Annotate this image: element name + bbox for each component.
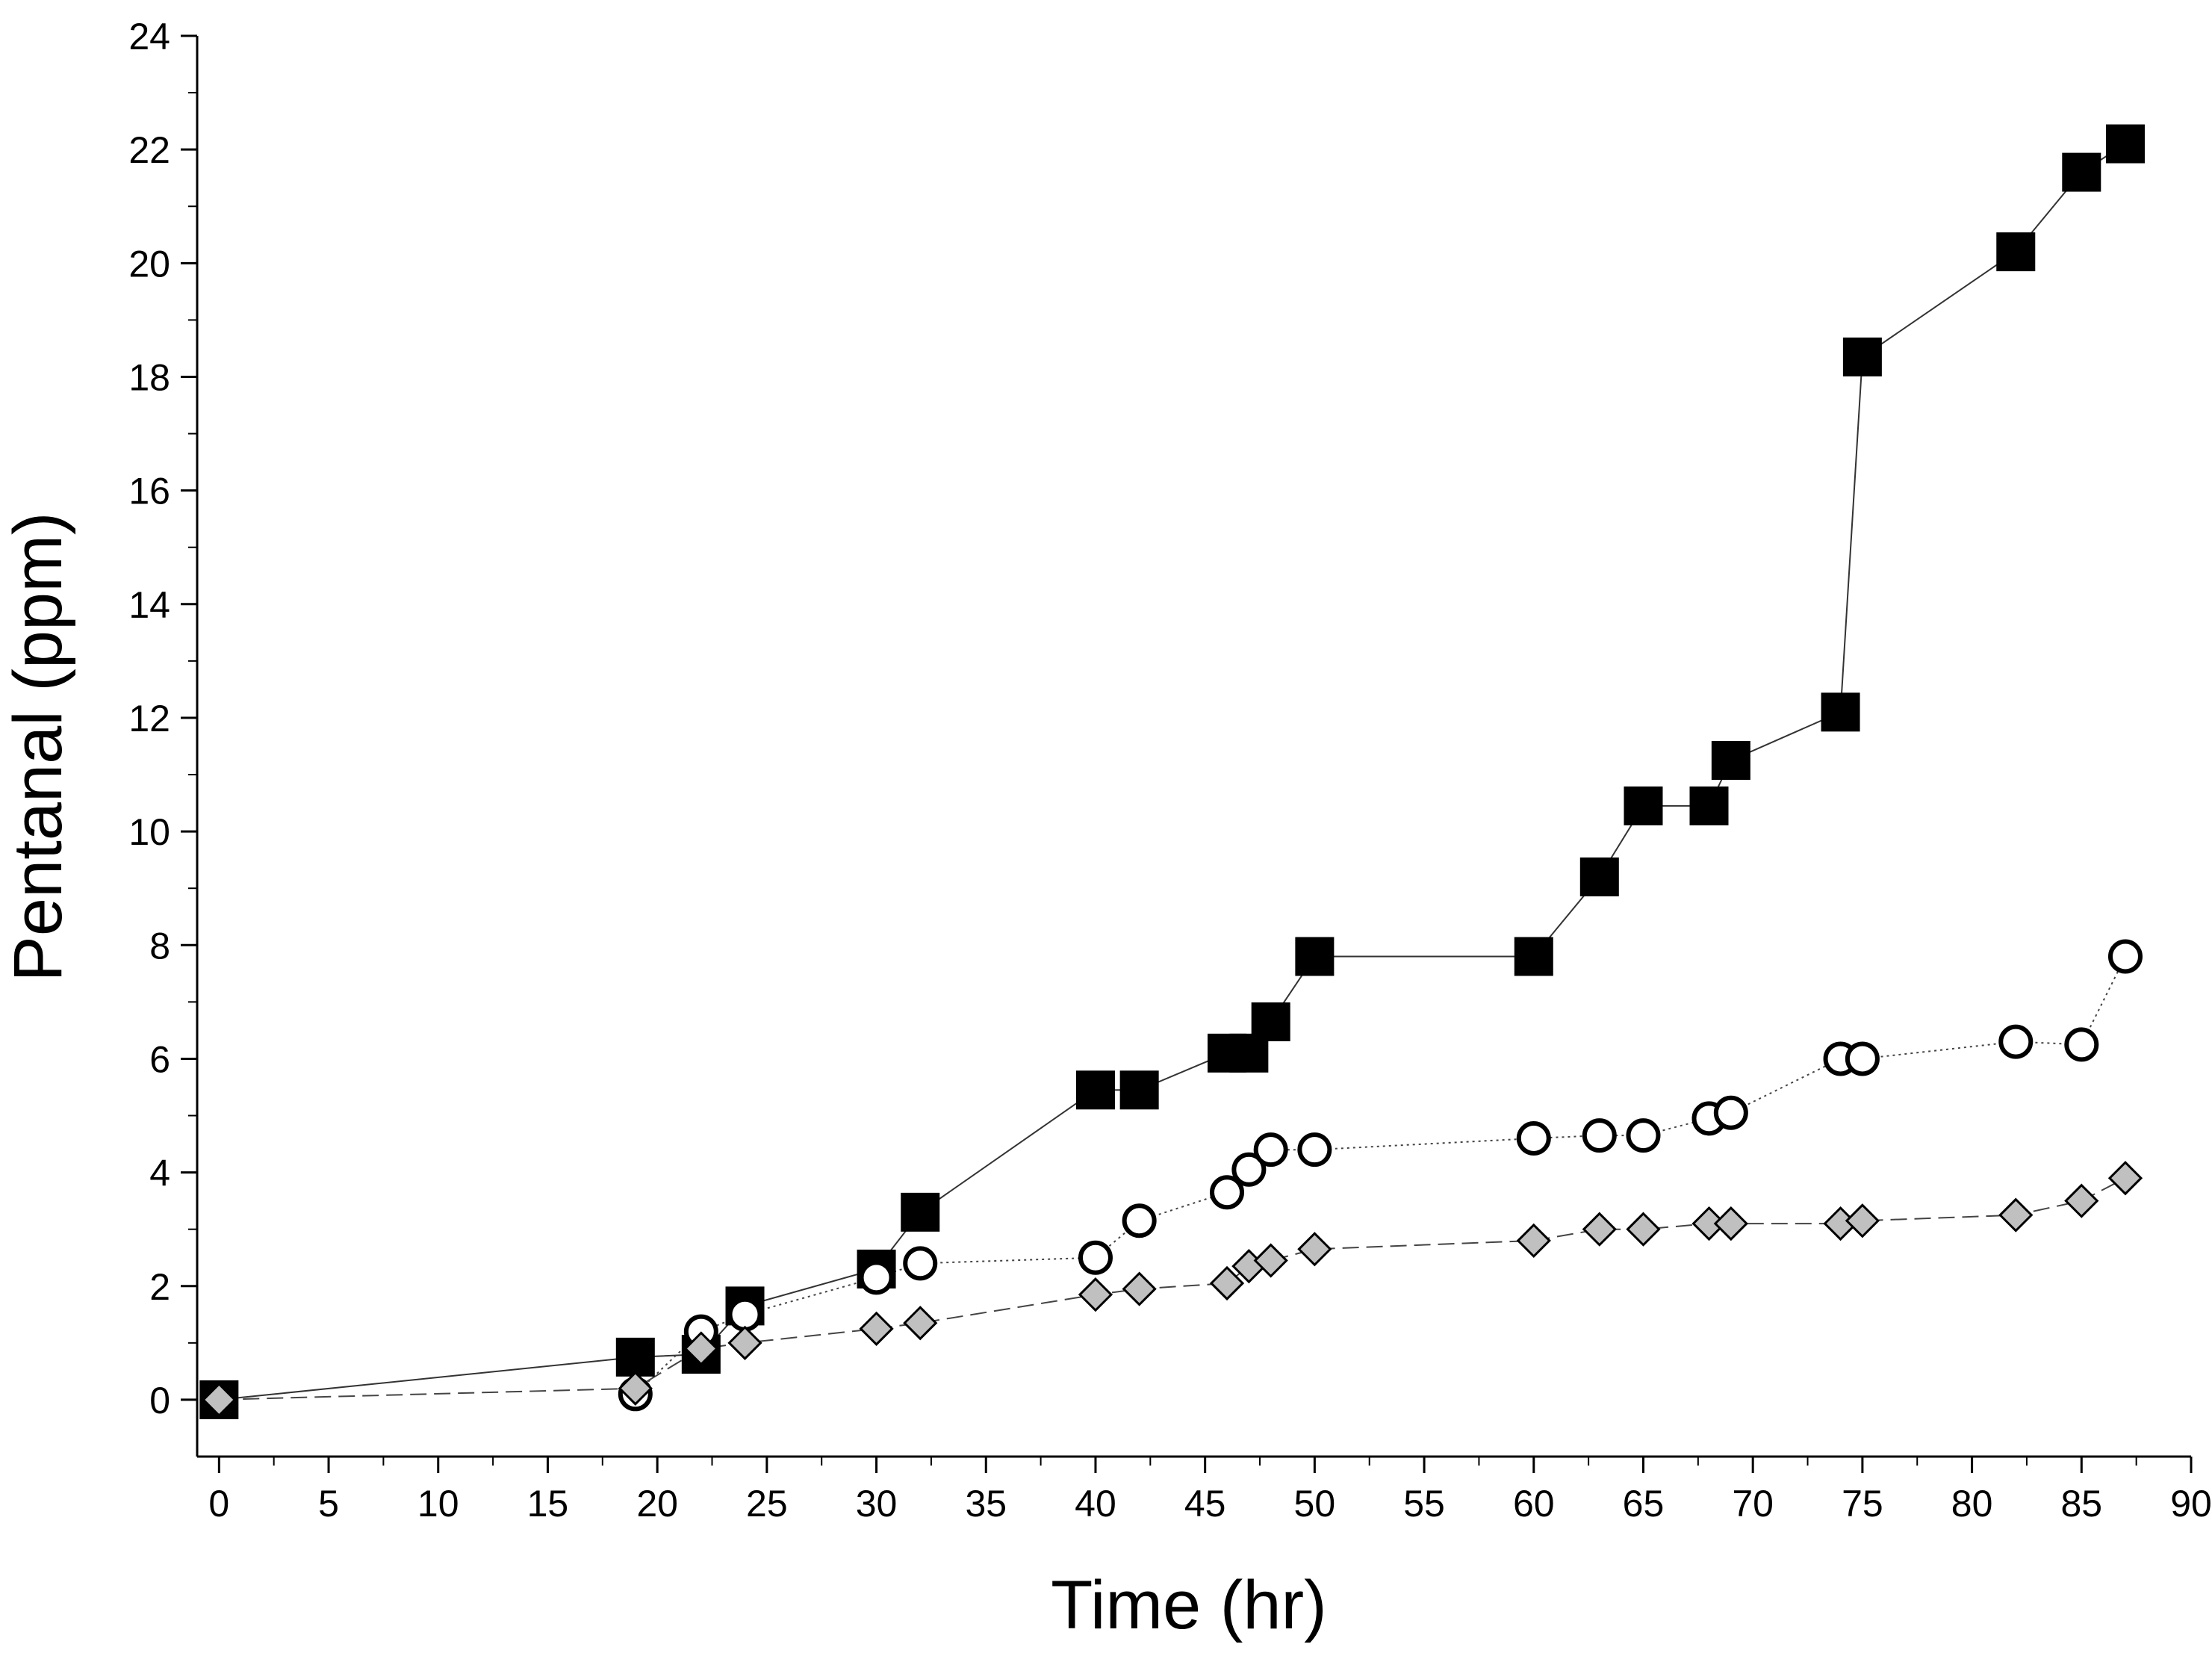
y-tick-label-22: 22 <box>128 129 170 171</box>
y-tick-label-20: 20 <box>128 243 170 285</box>
gray-diamond-series-point-10 <box>1253 1243 1288 1278</box>
gray-diamond-series-point-6 <box>1078 1277 1113 1312</box>
gray-diamond-series-point-8 <box>1209 1265 1245 1301</box>
open-circle-series-point-9 <box>1253 1132 1288 1167</box>
open-circle-series-point-5 <box>1078 1240 1113 1275</box>
open-circle-series-point-4 <box>903 1246 938 1281</box>
x-tick-label-80: 80 <box>1951 1483 1993 1525</box>
x-axis-title: Time (hr) <box>1051 1567 1327 1643</box>
open-circle-series-point-15 <box>1713 1095 1748 1130</box>
open-circle-series-point-6 <box>1122 1203 1157 1238</box>
filled-square-series-point-16 <box>1711 741 1750 781</box>
filled-square-series-point-5 <box>901 1192 940 1232</box>
y-tick-label-24: 24 <box>128 16 170 58</box>
gray-diamond-series-point-1 <box>618 1371 653 1406</box>
x-tick-label-20: 20 <box>636 1483 678 1525</box>
gray-diamond-series-point-5 <box>903 1306 938 1341</box>
filled-square-series-point-14 <box>1624 786 1663 825</box>
y-tick-label-4: 4 <box>149 1153 170 1194</box>
x-tick-label-35: 35 <box>965 1483 1007 1525</box>
open-circle-series-point-2 <box>727 1297 762 1332</box>
open-circle-series-point-7 <box>1210 1175 1245 1210</box>
x-tick-label-50: 50 <box>1294 1483 1336 1525</box>
gray-diamond-series-point-12 <box>1516 1223 1551 1259</box>
gray-diamond-series-point-7 <box>1122 1271 1157 1306</box>
x-tick-label-40: 40 <box>1075 1483 1116 1525</box>
gray-diamond-series-point-0 <box>202 1382 237 1418</box>
filled-square-series-point-12 <box>1514 937 1553 976</box>
y-tick-label-8: 8 <box>149 925 170 967</box>
series-markers <box>199 124 2145 1419</box>
x-tick-label-60: 60 <box>1513 1483 1555 1525</box>
x-tick-label-25: 25 <box>746 1483 788 1525</box>
filled-square-series-point-10 <box>1251 1002 1290 1041</box>
gray-diamond-series-point-18 <box>1845 1203 1880 1238</box>
open-circle-series-point-17 <box>1845 1041 1880 1076</box>
x-tick-label-90: 90 <box>2170 1483 2212 1525</box>
x-tick-label-15: 15 <box>527 1483 569 1525</box>
y-tick-label-18: 18 <box>128 356 170 398</box>
gray-diamond-series-point-4 <box>859 1311 894 1346</box>
filled-square-series-point-17 <box>1821 692 1860 732</box>
gray-diamond-series-point-21 <box>2107 1161 2143 1196</box>
open-circle-series-point-18 <box>1998 1024 2034 1059</box>
gray-diamond-series-point-13 <box>1582 1212 1617 1247</box>
y-tick-label-10: 10 <box>128 811 170 853</box>
filled-square-series-point-7 <box>1119 1070 1159 1110</box>
filled-square-series-point-1 <box>615 1337 655 1377</box>
x-tick-label-55: 55 <box>1403 1483 1445 1525</box>
x-tick-label-0: 0 <box>208 1483 229 1525</box>
open-circle-series-point-13 <box>1626 1118 1661 1153</box>
x-tick-label-5: 5 <box>318 1483 339 1525</box>
filled-square-series-point-20 <box>2062 152 2101 192</box>
x-tick-label-30: 30 <box>856 1483 898 1525</box>
x-tick-label-45: 45 <box>1184 1483 1226 1525</box>
tick-labels: 0 5 10 15 20 25 30 35 40 45 50 55 60 65 70 75 80 85 900246… <box>128 16 2211 1525</box>
gray-diamond-series-point-19 <box>1998 1197 2034 1232</box>
open-circle-series-point-20 <box>2107 939 2143 974</box>
filled-square-series-point-13 <box>1579 857 1619 896</box>
y-tick-label-0: 0 <box>149 1380 170 1421</box>
open-circle-series-point-10 <box>1297 1132 1332 1167</box>
open-circle-series-point-8 <box>1231 1152 1267 1187</box>
filled-square-series-point-18 <box>1842 337 1882 376</box>
open-circle-series-point-3 <box>859 1260 894 1295</box>
filled-square-series-point-15 <box>1689 786 1729 825</box>
gray-diamond-series-point-16 <box>1713 1206 1748 1241</box>
y-tick-label-6: 6 <box>149 1038 170 1080</box>
gray-diamond-series-point-11 <box>1297 1232 1332 1267</box>
gray-diamond-series-point-20 <box>2064 1183 2099 1218</box>
gray-diamond-series-point-2 <box>683 1331 718 1366</box>
y-tick-label-14: 14 <box>128 584 170 626</box>
gray-diamond-series-point-14 <box>1626 1212 1661 1247</box>
x-tick-label-10: 10 <box>417 1483 459 1525</box>
y-tick-label-12: 12 <box>128 698 170 739</box>
x-tick-label-75: 75 <box>1842 1483 1883 1525</box>
open-circle-series-point-11 <box>1516 1120 1551 1156</box>
axes <box>196 36 2191 1458</box>
x-tick-label-70: 70 <box>1732 1483 1774 1525</box>
filled-square-series-point-19 <box>1996 232 2036 272</box>
open-circle-series-line <box>635 956 2126 1395</box>
filled-square-series-point-21 <box>2105 124 2145 164</box>
filled-square-series-line <box>219 143 2126 1401</box>
filled-square-series-point-6 <box>1075 1070 1115 1110</box>
x-tick-label-85: 85 <box>2060 1483 2102 1525</box>
y-tick-label-16: 16 <box>128 471 170 512</box>
y-axis-title: Pentanal (ppm) <box>0 512 76 982</box>
open-circle-series-point-19 <box>2064 1027 2099 1062</box>
y-tick-label-2: 2 <box>149 1266 170 1308</box>
gray-diamond-series-point-3 <box>727 1325 762 1360</box>
x-tick-label-65: 65 <box>1623 1483 1665 1525</box>
tick-marks <box>181 34 2193 1473</box>
filled-square-series-point-11 <box>1295 937 1335 976</box>
open-circle-series-point-12 <box>1582 1118 1617 1153</box>
